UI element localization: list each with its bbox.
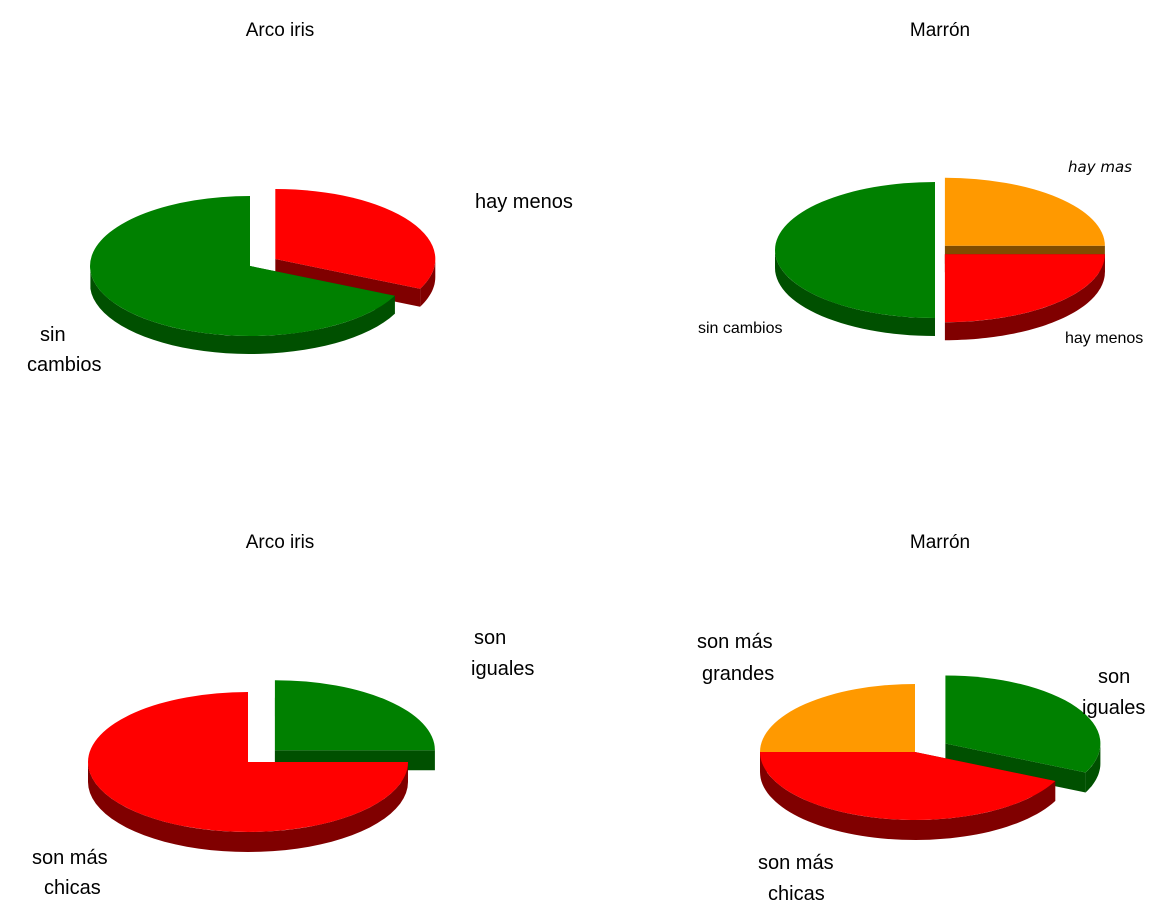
chart-2-slice-sin-cambios-rim bbox=[775, 250, 935, 336]
pie-chart-1: Arco iris hay menos sin cambios bbox=[27, 20, 573, 376]
chart-4-title: Marrón bbox=[910, 532, 970, 553]
chart-1-label-sin-cambios-line-2: cambios bbox=[27, 354, 101, 376]
chart-2-slice-sin-cambios-side bbox=[775, 250, 935, 336]
chart-4-slice-son-mas-grandes bbox=[760, 684, 915, 752]
chart-2-slice-sin-cambios bbox=[775, 182, 935, 318]
chart-3-label-son-iguales: son iguales bbox=[471, 627, 534, 680]
chart-4-pie bbox=[760, 675, 1101, 840]
chart-2-title: Marrón bbox=[910, 20, 970, 41]
chart-2-slice-hay-mas bbox=[944, 177, 1105, 246]
chart-3-slice-son-iguales bbox=[274, 680, 435, 751]
chart-1-pie bbox=[90, 189, 436, 354]
chart-4-label-son-mas-chicas-line-1: son más bbox=[758, 852, 834, 874]
pie-chart-4: Marrón son iguales son más chicas son má… bbox=[697, 532, 1145, 905]
pie-chart-2: Marrón hay mas hay menos sin cambios bbox=[698, 20, 1143, 347]
chart-3-label-son-mas-chicas-line-2: chicas bbox=[44, 877, 101, 899]
chart-1-label-sin-cambios: sin cambios bbox=[27, 324, 101, 376]
chart-3-slice-son-mas-chicas bbox=[88, 692, 408, 832]
chart-1-slice-hay-menos-rim bbox=[420, 259, 436, 307]
chart-1-title: Arco iris bbox=[246, 20, 315, 41]
chart-4-label-son-mas-chicas: son más chicas bbox=[758, 852, 839, 905]
chart-1-slice-sin-cambios bbox=[90, 196, 395, 336]
pie-chart-3: Arco iris son iguales son más chicas bbox=[32, 532, 534, 899]
chart-4-slice-son-mas-chicas bbox=[760, 752, 1056, 821]
chart-1-slice-sin-cambios-rim bbox=[90, 270, 395, 354]
chart-2-slice-hay-menos-rim bbox=[944, 254, 1105, 341]
chart-4-slice-son-iguales bbox=[945, 675, 1101, 773]
chart-4-label-son-iguales-line-2: iguales bbox=[1082, 697, 1145, 719]
chart-2-pie bbox=[775, 177, 1105, 341]
chart-4-slice-son-mas-chicas-rim bbox=[760, 752, 1056, 840]
chart-3-title: Arco iris bbox=[246, 532, 315, 553]
chart-3-label-son-iguales-line-2: iguales bbox=[471, 658, 534, 680]
chart-4-label-son-iguales-line-1: son bbox=[1098, 666, 1130, 688]
chart-4-label-son-mas-grandes: son más grandes bbox=[697, 631, 778, 685]
chart-4-label-son-mas-grandes-line-1: son más bbox=[697, 631, 773, 653]
chart-2-label-hay-mas: hay mas bbox=[1068, 158, 1132, 176]
chart-4-label-son-mas-grandes-line-2: grandes bbox=[702, 663, 774, 685]
chart-4-slice-son-iguales-rim bbox=[1085, 743, 1101, 793]
chart-3-slice-son-mas-chicas-rim bbox=[88, 762, 408, 852]
chart-1-label-hay-menos: hay menos bbox=[475, 191, 573, 213]
chart-3-label-son-mas-chicas-line-1: son más bbox=[32, 847, 108, 869]
chart-3-label-son-mas-chicas: son más chicas bbox=[32, 847, 113, 899]
chart-4-label-son-iguales: son iguales bbox=[1082, 666, 1145, 719]
chart-3-pie bbox=[88, 680, 435, 852]
chart-2-label-hay-menos: hay menos bbox=[1065, 330, 1143, 347]
chart-1-label-sin-cambios-line-1: sin bbox=[40, 324, 66, 346]
chart-4-label-son-mas-chicas-line-2: chicas bbox=[768, 883, 825, 905]
chart-2-slice-hay-menos bbox=[944, 254, 1105, 323]
chart-3-label-son-iguales-line-1: son bbox=[474, 627, 506, 649]
chart-2-label-sin-cambios: sin cambios bbox=[698, 320, 782, 337]
chart-1-slice-hay-menos bbox=[275, 189, 436, 289]
